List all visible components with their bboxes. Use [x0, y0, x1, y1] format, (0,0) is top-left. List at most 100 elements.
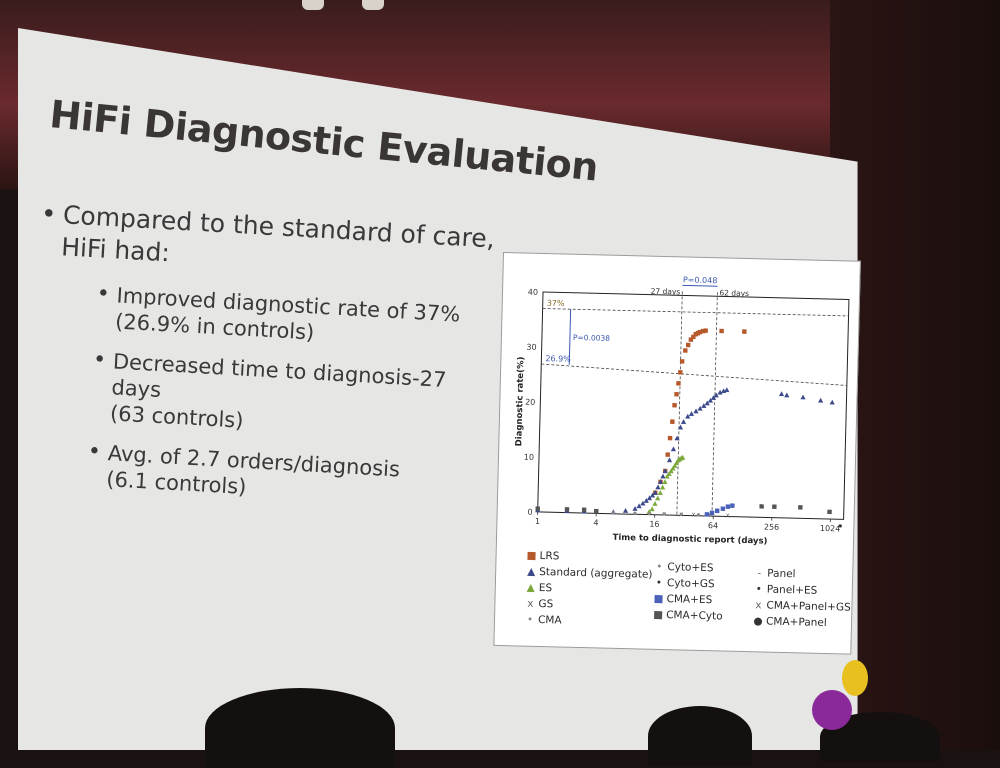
- data-point-cma-cyto: [565, 507, 570, 512]
- legend-item: •Panel+ES: [754, 583, 818, 597]
- data-point-lrs: [703, 328, 708, 333]
- ceiling-light: [362, 0, 384, 10]
- data-point-lrs: [719, 329, 724, 334]
- data-point-standard-aggregate-: [660, 474, 665, 479]
- data-point-cma-es: [721, 506, 726, 511]
- data-point-cma-cyto: [772, 504, 777, 509]
- data-point-lrs: [672, 403, 677, 408]
- main-bullet-line2: HiFi had:: [61, 232, 171, 267]
- x-tick-label: 4: [593, 518, 598, 527]
- legend-item: ●CMA+Panel: [753, 615, 827, 629]
- data-point-gs: x: [726, 511, 730, 519]
- reference-line-control-days: [712, 292, 717, 516]
- data-point-cma-cyto: [759, 504, 764, 509]
- legend-item: •Cyto+ES: [654, 561, 713, 574]
- data-point-standard-aggregate-: [685, 414, 690, 419]
- legend-marker-icon: ▲: [526, 566, 536, 578]
- data-point-cma-cyto: [582, 508, 587, 513]
- legend-label: CMA: [538, 614, 562, 627]
- legend-label: LRS: [539, 550, 559, 562]
- data-point-standard-aggregate-: [689, 411, 694, 416]
- y-tick-label: 20: [525, 398, 535, 407]
- data-point-cma-es: [715, 509, 720, 514]
- data-point-standard-aggregate-: [830, 400, 835, 405]
- y-tick-label: 10: [524, 453, 534, 462]
- legend-item: ▲ES: [526, 582, 553, 595]
- legend-item: -Panel: [754, 567, 796, 580]
- data-point-gs: x: [691, 511, 695, 519]
- days-hifi-label: 27 days: [651, 287, 681, 297]
- data-point-es: [652, 501, 657, 506]
- data-point-standard-aggregate-: [784, 392, 789, 397]
- legend-marker-icon: x: [525, 598, 535, 610]
- plot-frame: [538, 292, 849, 519]
- x-tick-label: 1024: [820, 524, 841, 533]
- legend-label: CMA+Panel+GS: [766, 600, 851, 614]
- data-point-standard-aggregate-: [693, 408, 698, 413]
- legend-marker-icon: •: [654, 577, 664, 589]
- legend-marker-icon: ■: [653, 593, 663, 605]
- legend-label: ES: [539, 582, 553, 594]
- legend-item: •Cyto+GS: [654, 577, 715, 590]
- legend-label: Cyto+GS: [667, 577, 715, 590]
- legend-label: GS: [538, 598, 553, 610]
- legend-label: Cyto+ES: [667, 561, 713, 574]
- bullet-list: Compared to the standard of care, HiFi h…: [23, 198, 499, 527]
- legend-marker-icon: ▲: [526, 582, 536, 594]
- data-point-lrs: [686, 343, 691, 348]
- data-point-standard-aggregate-: [800, 395, 805, 400]
- legend-label: Standard (aggregate): [539, 566, 653, 581]
- data-point-lrs: [683, 348, 688, 353]
- sub-bullet-diagnostic-rate: Improved diagnostic rate of 37% (26.9% i…: [95, 281, 495, 355]
- data-point-cma-cyto: [535, 506, 540, 511]
- legend-marker-icon: ■: [526, 550, 536, 562]
- y-tick-label: 40: [528, 288, 538, 297]
- reference-line-hifi-rate: [543, 308, 849, 315]
- data-point-cma-cyto: [827, 510, 832, 515]
- data-point-standard-aggregate-: [655, 484, 660, 489]
- audience-head: [205, 688, 395, 768]
- legend-marker-icon: ■: [653, 609, 663, 621]
- data-point-lrs: [674, 392, 679, 397]
- data-point-standard-aggregate-: [818, 398, 823, 403]
- legend-item: ▲Standard (aggregate): [526, 566, 653, 581]
- legend-label: CMA+Panel: [766, 616, 827, 629]
- data-point-lrs: [680, 359, 685, 364]
- data-point-lrs: [668, 436, 673, 441]
- legend-label: Panel: [767, 568, 796, 581]
- legend-item: ■CMA+ES: [653, 593, 712, 606]
- x-axis-label: Time to diagnostic report (days): [612, 533, 767, 547]
- sub-bullet-orders: Avg. of 2.7 orders/diagnosis (6.1 contro…: [86, 439, 486, 513]
- data-point-cma-cyto: [594, 509, 599, 514]
- data-point-standard-aggregate-: [667, 457, 672, 462]
- data-point-es: [660, 485, 665, 490]
- data-point-standard-aggregate-: [681, 419, 686, 424]
- p-value-rate-label: P=0.0038: [573, 333, 610, 343]
- legend-marker-icon: •: [654, 561, 664, 573]
- rate-control-label: 26.9%: [545, 354, 571, 364]
- decorative-graphic: [842, 660, 868, 696]
- data-point-standard-aggregate-: [671, 446, 676, 451]
- legend-marker-icon: x: [753, 599, 763, 611]
- data-point-cma-es: [726, 504, 731, 509]
- sub-bullet-time-to-diagnosis: Decreased time to diagnosis-27 days (63 …: [89, 347, 491, 447]
- days-control-label: 62 days: [719, 288, 749, 298]
- p-value-days-label: P=0.048: [683, 275, 718, 285]
- sub-bullet-list: Improved diagnostic rate of 37% (26.9% i…: [24, 278, 495, 513]
- audience-head: [648, 706, 752, 766]
- legend-label: CMA+ES: [666, 593, 712, 606]
- data-point-lrs: [742, 329, 747, 334]
- data-point-standard-aggregate-: [697, 406, 702, 411]
- x-tick-label: 64: [708, 521, 718, 530]
- x-tick-label: 16: [649, 520, 659, 529]
- chart-reference-lines: [538, 282, 850, 519]
- data-point-standard-aggregate-: [632, 506, 637, 511]
- data-point-cma-es: [705, 512, 710, 517]
- data-point-cma-es: [730, 503, 735, 508]
- data-point-standard-aggregate-: [779, 391, 784, 396]
